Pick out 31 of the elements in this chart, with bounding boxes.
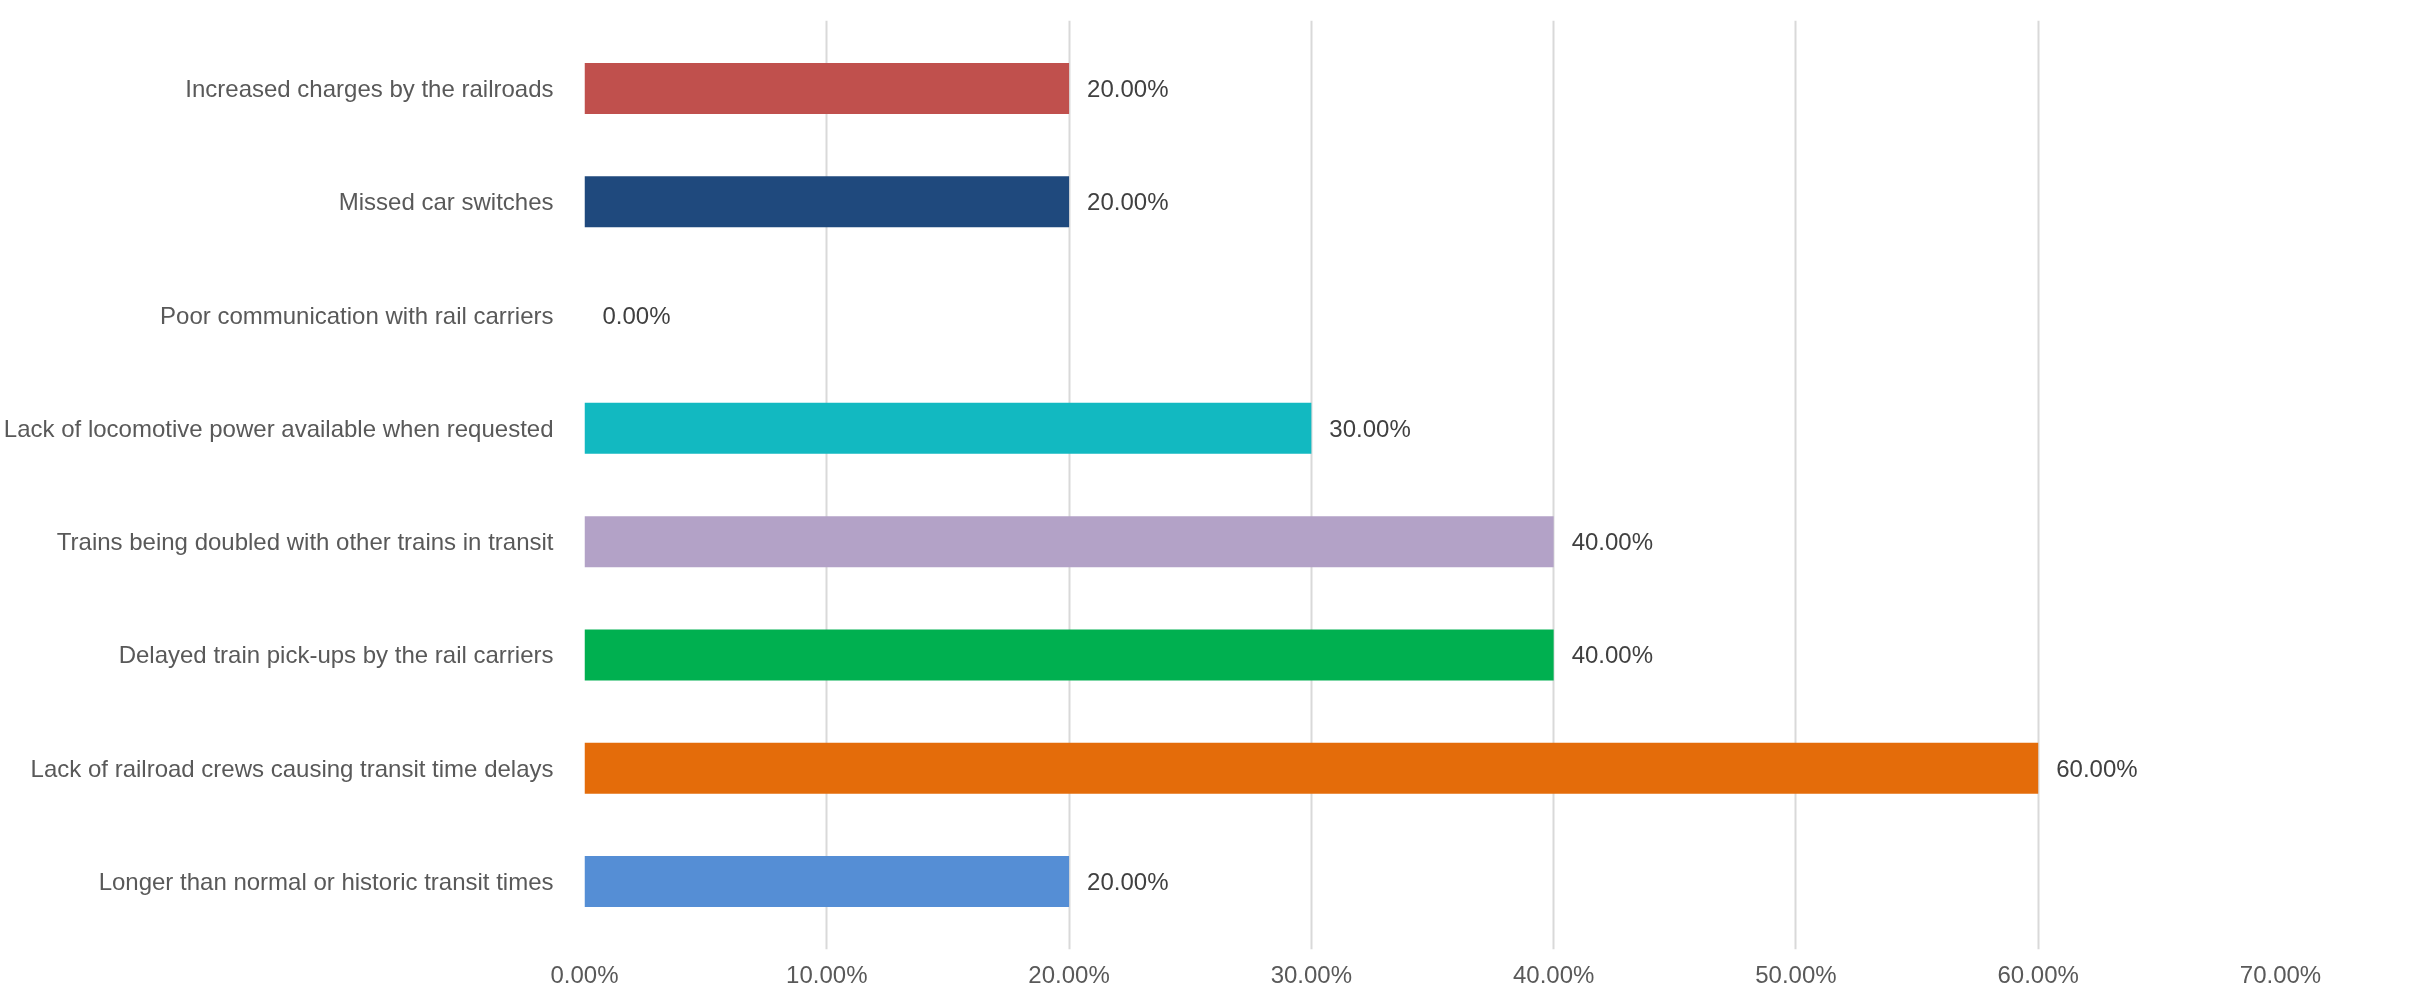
y-tick-label: Lack of railroad crews causing transit time delays bbox=[30, 754, 554, 782]
bar bbox=[584, 62, 1070, 114]
bar bbox=[584, 629, 1554, 681]
data-label: 20.00% bbox=[1087, 868, 1169, 896]
x-tick-label: 20.00% bbox=[1028, 960, 1110, 988]
data-label: 20.00% bbox=[1087, 74, 1169, 102]
y-tick-label: Increased charges by the railroads bbox=[185, 74, 554, 102]
y-tick-label: Missed car switches bbox=[338, 188, 554, 216]
bar bbox=[584, 856, 1070, 908]
x-tick-label: 30.00% bbox=[1270, 960, 1353, 988]
x-tick-label: 50.00% bbox=[1755, 960, 1837, 988]
data-label: 60.00% bbox=[2056, 754, 2138, 782]
x-tick-label: 10.00% bbox=[786, 960, 868, 988]
y-tick-label: Delayed train pick-ups by the rail carriers bbox=[118, 641, 554, 669]
y-tick-label: Poor communication with rail carriers bbox=[160, 301, 554, 329]
bar bbox=[584, 516, 1554, 568]
y-tick-label: Trains being doubled with other trains in transit bbox=[56, 528, 554, 556]
y-tick-label: Lack of locomotive power available when requested bbox=[3, 414, 554, 442]
bar bbox=[584, 402, 1312, 454]
x-tick-label: 0.00% bbox=[550, 960, 619, 988]
x-tick-label: 60.00% bbox=[1997, 960, 2079, 988]
data-label: 20.00% bbox=[1087, 188, 1169, 216]
x-tick-label: 70.00% bbox=[2239, 960, 2322, 988]
bar bbox=[584, 742, 2039, 794]
y-tick-label: Longer than normal or historic transit times bbox=[98, 868, 554, 896]
data-label: 0.00% bbox=[602, 301, 671, 329]
data-label: 40.00% bbox=[1571, 641, 1654, 669]
x-tick-label: 40.00% bbox=[1512, 960, 1595, 988]
bar bbox=[584, 176, 1070, 228]
data-label: 30.00% bbox=[1329, 414, 1411, 442]
data-label: 40.00% bbox=[1571, 528, 1654, 556]
